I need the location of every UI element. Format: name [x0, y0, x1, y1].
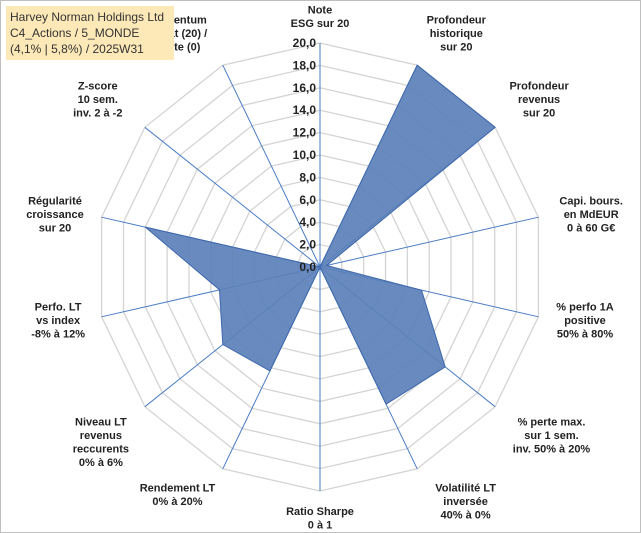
tick-label: 0,0 — [299, 260, 316, 274]
company-name: Harvey Norman Holdings Ltd — [10, 10, 165, 24]
axis-label: Profondeur revenus sur 20 — [509, 81, 569, 120]
tick-label: 12,0 — [293, 126, 317, 140]
axis-label: Perfo. LT vs index -8% à 12% — [31, 302, 85, 341]
axis-spoke — [144, 126, 321, 268]
tick-label: 10,0 — [293, 148, 317, 162]
tick-label: 18,0 — [293, 58, 317, 72]
radar-tick-labels: 0,0 2,0 4,0 6,0 8,0 10,0 12,0 14,0 16,0 18,0 20,0 — [293, 36, 317, 274]
radar-series — [144, 64, 496, 405]
axis-label: Régularité croissance sur 20 — [26, 196, 83, 235]
tick-label: 14,0 — [293, 103, 317, 117]
axis-label: Ratio Sharpe 0 à 1 — [286, 506, 354, 532]
tick-label: 4,0 — [299, 215, 316, 229]
tick-label: 6,0 — [299, 193, 316, 207]
period-info: (4,1% | 5,8%) / 2025W31 — [10, 42, 144, 56]
axis-label: % perfo 1A positive 50% à 80% — [556, 302, 614, 341]
axis-label: Capi. bours. en MdEUR 0 à 60 G€ — [559, 196, 623, 235]
axis-label: % perte max. sur 1 sem. inv. 50% à 20% — [513, 416, 591, 455]
axis-spoke — [319, 216, 539, 268]
portfolio-category: C4_Actions / 5_MONDE — [10, 26, 140, 40]
axis-label: Niveau LT revenus reccurents 0% à 6% — [73, 416, 129, 469]
tick-label: 20,0 — [293, 36, 317, 50]
tick-label: 2,0 — [299, 238, 316, 252]
axis-label: Note ESG sur 20 — [291, 5, 350, 31]
tick-label: 16,0 — [293, 81, 317, 95]
tick-label: 8,0 — [299, 170, 316, 184]
axis-label: Profondeur historique sur 20 — [427, 15, 487, 54]
chart-title-box: Harvey Norman Holdings Ltd C4_Actions / … — [6, 6, 174, 60]
axis-label: Volatilité LT inversée 40% à 0% — [435, 482, 496, 521]
axis-spoke — [222, 64, 321, 268]
axis-label: Z-score 10 sem. inv. 2 à -2 — [73, 81, 122, 120]
axis-label: Rendement LT 0% à 20% — [140, 482, 216, 508]
